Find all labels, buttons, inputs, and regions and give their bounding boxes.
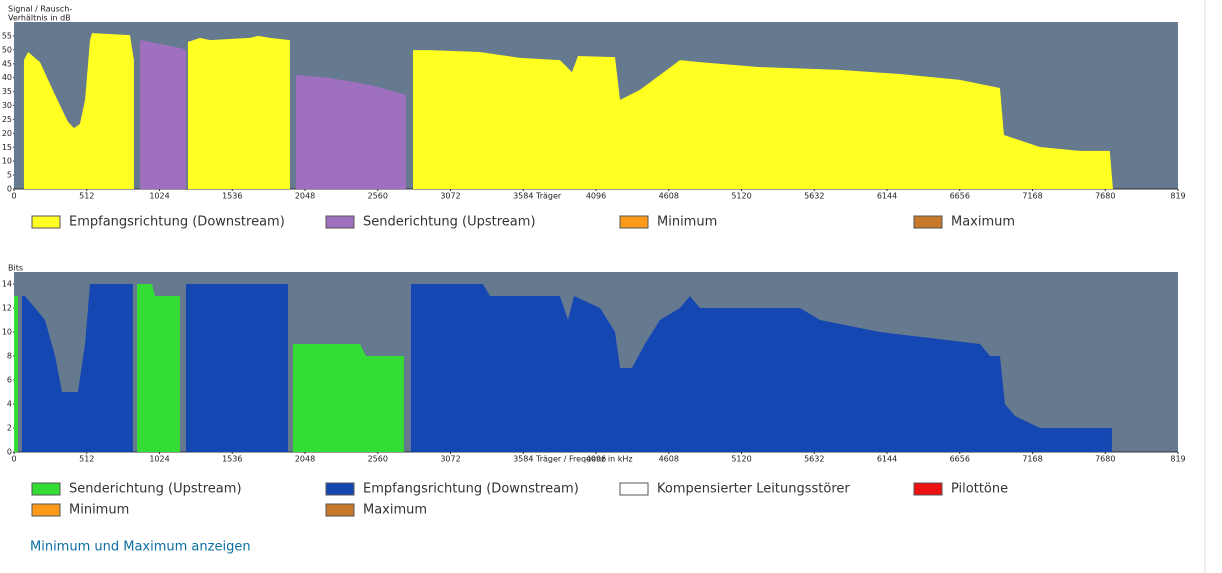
x-tick-label: 5120 — [731, 192, 751, 201]
y-tick-label: 45 — [2, 59, 12, 68]
x-axis-label: Träger — [535, 192, 562, 201]
legend-swatch — [31, 482, 61, 496]
legend-swatch — [31, 503, 61, 517]
legend-swatch — [913, 482, 943, 496]
x-tick-label: 7168 — [1022, 192, 1042, 201]
legend-label: Maximum — [951, 215, 1015, 230]
legend-label: Senderichtung (Upstream) — [363, 215, 536, 230]
x-tick-label: 3584 — [513, 192, 533, 201]
y-axis-label: Signal / Rausch- — [8, 5, 72, 14]
x-tick-label: 7680 — [1095, 192, 1115, 201]
x-tick-label: 6144 — [877, 455, 897, 464]
area-piece — [14, 296, 18, 452]
area-piece — [21, 284, 133, 452]
area-piece — [187, 35, 290, 189]
legend-label: Minimum — [657, 215, 717, 230]
x-tick-label: 6656 — [950, 192, 970, 201]
area-piece — [140, 40, 186, 189]
legend-label: Empfangsrichtung (Downstream) — [363, 482, 579, 497]
y-tick-label: 20 — [2, 129, 12, 138]
x-tick-label: 819 — [1170, 192, 1185, 201]
y-tick-label: 35 — [2, 87, 12, 96]
y-tick-label: 12 — [2, 304, 12, 313]
y-tick-label: 10 — [2, 157, 12, 166]
x-tick-label: 512 — [79, 192, 94, 201]
y-tick-label: 8 — [7, 352, 12, 361]
area-piece — [23, 33, 134, 190]
legend-label: Pilottöne — [951, 482, 1008, 497]
legend-swatch — [325, 503, 355, 517]
x-tick-label: 4608 — [659, 192, 679, 201]
x-tick-label: 3072 — [440, 192, 460, 201]
y-tick-label: 40 — [2, 73, 12, 82]
x-tick-label: 819 — [1170, 455, 1185, 464]
legend-swatch — [913, 215, 943, 229]
x-axis-label: Träger / Frequenz in kHz — [535, 455, 633, 464]
x-tick-label: 2560 — [368, 455, 388, 464]
x-tick-label: 3072 — [440, 455, 460, 464]
show-min-max-link[interactable]: Minimum und Maximum anzeigen — [30, 540, 251, 555]
y-tick-label: 2 — [7, 424, 12, 433]
x-tick-label: 0 — [11, 192, 16, 201]
x-tick-label: 5120 — [731, 455, 751, 464]
y-tick-label: 4 — [7, 400, 12, 409]
area-piece — [185, 284, 288, 452]
x-tick-label: 2048 — [295, 192, 315, 201]
y-tick-label: 0 — [7, 185, 12, 194]
legend-label: Maximum — [363, 503, 427, 518]
legend-label: Senderichtung (Upstream) — [69, 482, 242, 497]
legend-swatch — [325, 215, 355, 229]
x-tick-label: 2560 — [368, 192, 388, 201]
legend-label: Empfangsrichtung (Downstream) — [69, 215, 285, 230]
legend-label: Minimum — [69, 503, 129, 518]
x-tick-label: 3584 — [513, 455, 533, 464]
y-tick-label: 10 — [2, 328, 12, 337]
y-axis-label: Bits — [8, 264, 23, 273]
x-tick-label: 6656 — [950, 455, 970, 464]
x-tick-label: 7168 — [1022, 455, 1042, 464]
y-axis-label: Verhältnis in dB — [8, 14, 71, 23]
legend-swatch — [619, 215, 649, 229]
x-tick-label: 5632 — [804, 455, 824, 464]
x-tick-label: 4096 — [586, 455, 606, 464]
y-tick-label: 6 — [7, 376, 12, 385]
x-tick-label: 4608 — [659, 455, 679, 464]
y-tick-label: 30 — [2, 101, 12, 110]
area-piece — [410, 284, 1112, 452]
x-tick-label: 1024 — [149, 192, 169, 201]
x-tick-label: 1024 — [149, 455, 169, 464]
area-piece — [295, 74, 407, 189]
x-tick-label: 1536 — [222, 455, 242, 464]
y-tick-label: 15 — [2, 143, 12, 152]
y-tick-label: 14 — [2, 280, 12, 289]
x-tick-label: 1536 — [222, 192, 242, 201]
area-piece — [137, 284, 180, 452]
legend-swatch — [619, 482, 649, 496]
y-tick-label: 5 — [7, 171, 12, 180]
x-tick-label: 512 — [79, 455, 94, 464]
legend-label: Kompensierter Leitungsstörer — [657, 482, 850, 497]
x-tick-label: 7680 — [1095, 455, 1115, 464]
y-tick-label: 25 — [2, 115, 12, 124]
x-tick-label: 0 — [11, 455, 16, 464]
x-tick-label: 4096 — [586, 192, 606, 201]
legend-swatch — [325, 482, 355, 496]
x-tick-label: 5632 — [804, 192, 824, 201]
y-tick-label: 50 — [2, 45, 12, 54]
y-tick-label: 0 — [7, 448, 12, 457]
area-piece — [412, 50, 1113, 190]
legend-swatch — [31, 215, 61, 229]
x-tick-label: 6144 — [877, 192, 897, 201]
y-tick-label: 55 — [2, 31, 12, 40]
x-tick-label: 2048 — [295, 455, 315, 464]
area-piece — [292, 344, 404, 452]
